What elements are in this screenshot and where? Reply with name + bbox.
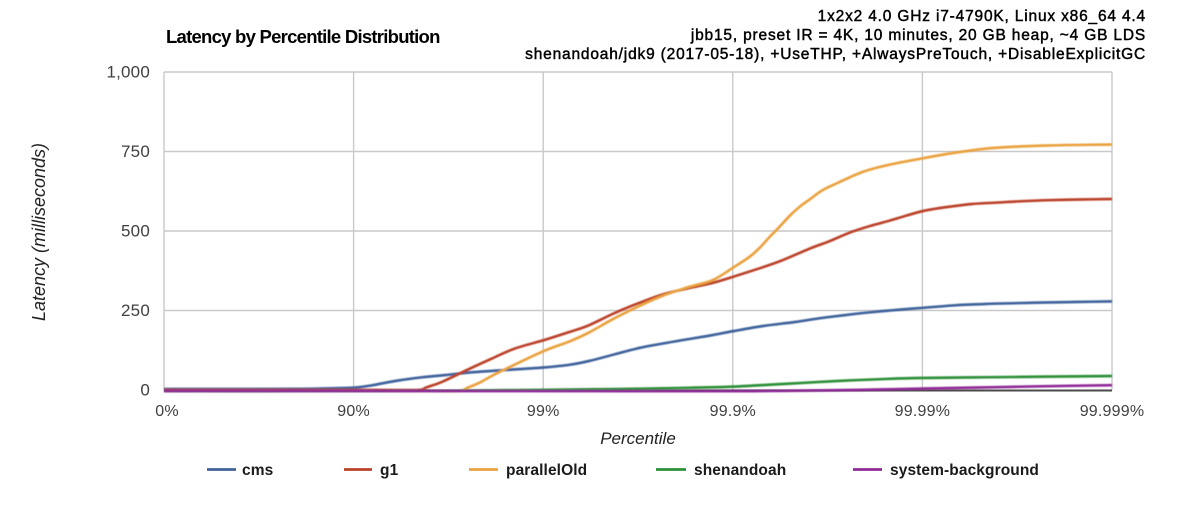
svg-text:250: 250 xyxy=(121,301,150,320)
svg-text:shenandoah: shenandoah xyxy=(694,462,786,479)
svg-text:parallelOld: parallelOld xyxy=(506,462,587,479)
svg-text:0: 0 xyxy=(140,381,150,400)
svg-text:shenandoah/jdk9 (2017-05-18),: shenandoah/jdk9 (2017-05-18), +UseTHP, +… xyxy=(525,46,1146,63)
svg-text:Percentile: Percentile xyxy=(600,429,676,448)
svg-text:99%: 99% xyxy=(527,403,560,420)
svg-text:system-background: system-background xyxy=(890,462,1039,479)
svg-text:99.999%: 99.999% xyxy=(1080,403,1145,420)
svg-text:99.99%: 99.99% xyxy=(895,403,950,420)
svg-text:cms: cms xyxy=(242,462,273,479)
svg-text:Latency (milliseconds): Latency (milliseconds) xyxy=(29,143,49,321)
svg-text:750: 750 xyxy=(121,142,150,161)
svg-text:Latency by Percentile Distribu: Latency by Percentile Distribution xyxy=(166,26,440,47)
svg-text:1x2x2 4.0 GHz i7-4790K, Linux: 1x2x2 4.0 GHz i7-4790K, Linux x86_64 4.4 xyxy=(818,8,1146,25)
svg-text:1,000: 1,000 xyxy=(106,63,150,82)
svg-text:jbb15, preset IR = 4K, 10 minu: jbb15, preset IR = 4K, 10 minutes, 20 GB… xyxy=(690,27,1146,44)
svg-text:99.9%: 99.9% xyxy=(710,403,756,420)
svg-text:500: 500 xyxy=(121,222,150,241)
svg-text:g1: g1 xyxy=(380,462,399,479)
svg-text:90%: 90% xyxy=(337,403,370,420)
svg-text:0%: 0% xyxy=(155,403,179,420)
